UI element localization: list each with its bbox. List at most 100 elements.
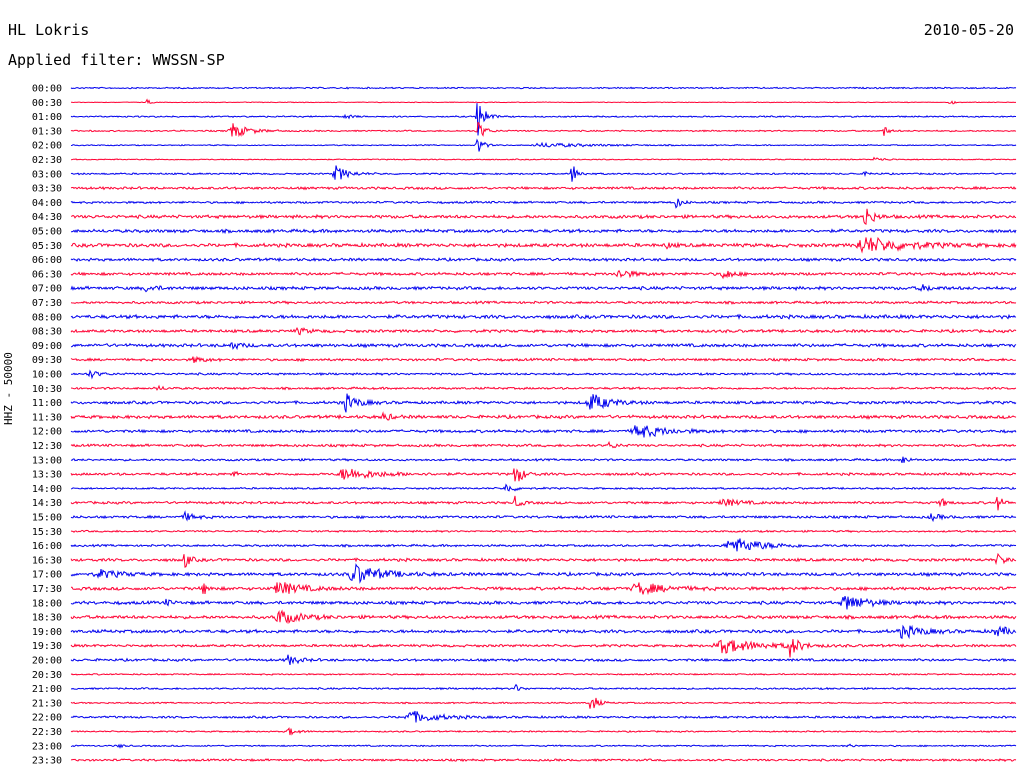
time-label: 23:30: [32, 756, 62, 767]
trace-line: [70, 411, 1017, 421]
time-label: 10:00: [32, 370, 62, 381]
filter-label: Applied filter: WWSSN-SP: [8, 51, 225, 69]
time-label: 18:30: [32, 613, 62, 624]
time-label: 23:00: [32, 741, 62, 752]
time-label: 19:00: [32, 627, 62, 638]
time-label: 01:30: [32, 126, 62, 137]
trace-line: [71, 98, 1016, 105]
trace-line: [70, 198, 1017, 209]
time-label: 09:00: [32, 341, 62, 352]
trace-line: [70, 256, 1017, 263]
time-label: 03:30: [32, 184, 62, 195]
time-label: 15:00: [32, 513, 62, 524]
time-label: 13:00: [32, 455, 62, 466]
time-label: 02:00: [32, 141, 62, 152]
time-label: 17:30: [32, 584, 62, 595]
time-label: 04:00: [32, 198, 62, 209]
time-label: 09:30: [32, 355, 62, 366]
trace-line: [70, 165, 1017, 182]
date-label: 2010-05-20: [923, 21, 1014, 39]
time-label: 16:30: [32, 555, 62, 566]
trace-line: [70, 510, 1017, 523]
time-label: 06:30: [32, 269, 62, 280]
trace-line: [70, 743, 1017, 749]
time-label: 07:00: [32, 284, 62, 295]
trace-line: [70, 538, 1017, 552]
trace-line: [70, 468, 1017, 482]
trace-line: [70, 758, 1017, 763]
trace-line: [70, 86, 1017, 90]
trace-line: [70, 384, 1017, 391]
trace-line: [71, 582, 1017, 596]
time-label: 15:30: [32, 527, 62, 538]
time-label: 20:00: [32, 656, 62, 667]
time-label: 06:00: [32, 255, 62, 266]
time-label: 18:00: [32, 598, 62, 609]
trace-line: [70, 300, 1017, 305]
trace-line: [70, 103, 1016, 136]
time-label: 13:30: [32, 470, 62, 481]
time-label: 10:30: [32, 384, 62, 395]
trace-line: [71, 369, 1017, 380]
trace-line: [70, 393, 1017, 413]
trace-line: [70, 483, 1017, 492]
trace-line: [70, 236, 1017, 254]
trace-line: [70, 456, 1017, 464]
time-label: 17:00: [32, 570, 62, 581]
time-label: 00:30: [32, 98, 62, 109]
trace-line: [70, 683, 1017, 691]
trace-line: [70, 342, 1017, 351]
time-label: 08:30: [32, 327, 62, 338]
trace-line: [70, 327, 1017, 336]
time-label: 11:30: [32, 412, 62, 423]
trace-line: [70, 138, 1017, 152]
time-label: 22:30: [32, 727, 62, 738]
trace-line: [70, 654, 1017, 666]
trace-line: [70, 609, 1017, 624]
trace-line: [70, 495, 1017, 511]
trace-line: [70, 208, 1017, 225]
time-label: 01:00: [32, 112, 62, 123]
trace-line: [70, 284, 1017, 293]
trace-line: [70, 595, 1017, 610]
trace-line: [70, 121, 1017, 138]
trace-line: [70, 269, 1017, 280]
trace-line: [70, 440, 1017, 449]
trace-line: [70, 552, 1017, 568]
time-label: 14:30: [32, 498, 62, 509]
time-label: 07:30: [32, 298, 62, 309]
trace-line: [70, 727, 1017, 736]
trace-line: [70, 639, 1017, 658]
time-label: 08:00: [32, 312, 62, 323]
trace-line: [70, 425, 1017, 438]
time-label: 12:00: [32, 427, 62, 438]
station-title: HL Lokris: [8, 21, 90, 39]
time-label: 20:30: [32, 670, 62, 681]
trace-line: [70, 624, 1017, 640]
trace-line: [70, 563, 1017, 584]
time-label: 22:00: [32, 713, 62, 724]
trace-line: [70, 355, 1017, 364]
trace-line: [70, 672, 1017, 676]
trace-line: [70, 710, 1017, 723]
trace-line: [70, 529, 1017, 534]
time-label: 05:30: [32, 241, 62, 252]
time-label: 05:00: [32, 227, 62, 238]
time-label: 00:00: [32, 84, 62, 95]
time-label: 11:00: [32, 398, 62, 409]
time-label: 19:30: [32, 641, 62, 652]
time-label: 14:00: [32, 484, 62, 495]
time-label: 21:30: [32, 698, 62, 709]
time-label: 04:30: [32, 212, 62, 223]
trace-line: [70, 697, 1017, 709]
trace-line: [70, 228, 1017, 235]
trace-line: [70, 313, 1017, 320]
time-label: 03:00: [32, 169, 62, 180]
trace-line: [70, 156, 1017, 161]
time-label: 21:00: [32, 684, 62, 695]
trace-line: [70, 185, 1017, 191]
time-label: 16:00: [32, 541, 62, 552]
time-label: 02:30: [32, 155, 62, 166]
time-label: 12:30: [32, 441, 62, 452]
